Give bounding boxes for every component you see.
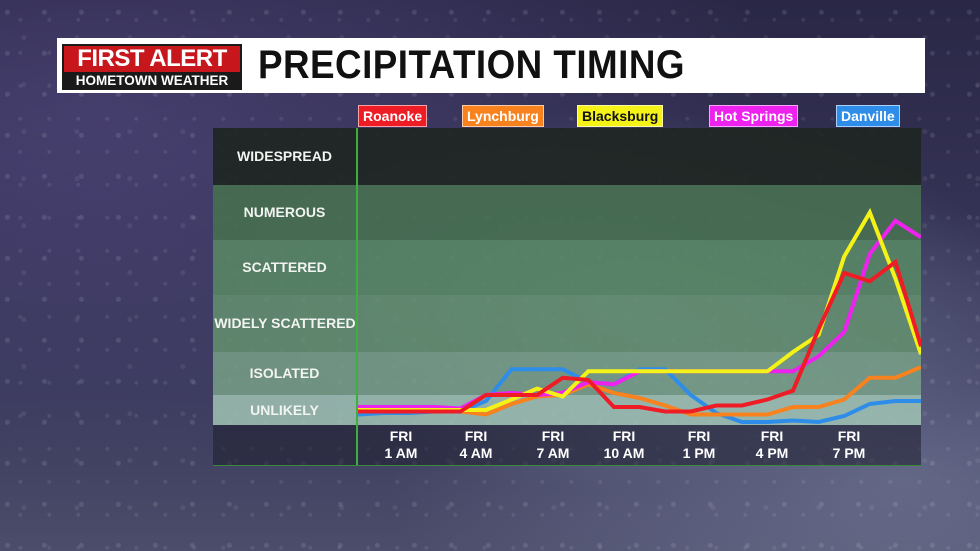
band-widely-scattered: WIDELY SCATTERED (213, 295, 921, 352)
y-axis-divider (356, 128, 358, 465)
band-scattered: SCATTERED (213, 240, 921, 295)
band-widespread: WIDESPREAD (213, 128, 921, 185)
title-bar: FIRST ALERT HOMETOWN WEATHER PRECIPITATI… (57, 38, 925, 93)
logo-bottom-text: HOMETOWN WEATHER (62, 71, 242, 90)
x-tick: FRI 4 AM (459, 428, 493, 461)
x-tick: FRI 1 AM (384, 428, 418, 461)
line-roanoke (358, 258, 921, 414)
band-label: UNLIKELY (250, 401, 319, 418)
legend-lynchburg: Lynchburg (462, 105, 544, 127)
series-lines (357, 207, 921, 425)
band-unlikely: UNLIKELY (213, 395, 921, 425)
band-label: WIDELY SCATTERED (214, 315, 356, 331)
legend-roanoke: Roanoke (358, 105, 428, 127)
page-title: PRECIPITATION TIMING (258, 43, 685, 87)
x-axis: FRI 1 AM FRI 4 AM FRI 7 AM FRI 10 AM FRI 1 PM… (213, 425, 921, 466)
x-tick: FRI 7 AM (536, 428, 570, 461)
x-tick: FRI 4 PM (755, 428, 789, 461)
band-numerous: NUMEROUS (213, 185, 921, 240)
precip-chart: WIDESPREAD NUMEROUS SCATTERED WIDELY SCA… (213, 128, 921, 466)
line-blacksburg (358, 207, 921, 412)
x-tick: FRI 7 PM (832, 428, 866, 461)
line-danville (357, 367, 921, 425)
logo-top-text: FIRST ALERT (62, 43, 242, 72)
x-tick: FRI 1 PM (682, 428, 716, 461)
x-tick: FRI 10 AM (603, 428, 645, 461)
legend-danville: Danville (836, 105, 900, 127)
band-label: SCATTERED (242, 259, 327, 275)
legend-blacksburg: Blacksburg (577, 105, 664, 127)
band-label: WIDESPREAD (237, 148, 332, 164)
legend-hot-springs: Hot Springs (709, 105, 799, 127)
band-label: ISOLATED (249, 365, 320, 381)
band-label: NUMEROUS (243, 204, 326, 220)
first-alert-logo: FIRST ALERT HOMETOWN WEATHER (62, 43, 242, 90)
line-hot-springs (358, 218, 921, 411)
